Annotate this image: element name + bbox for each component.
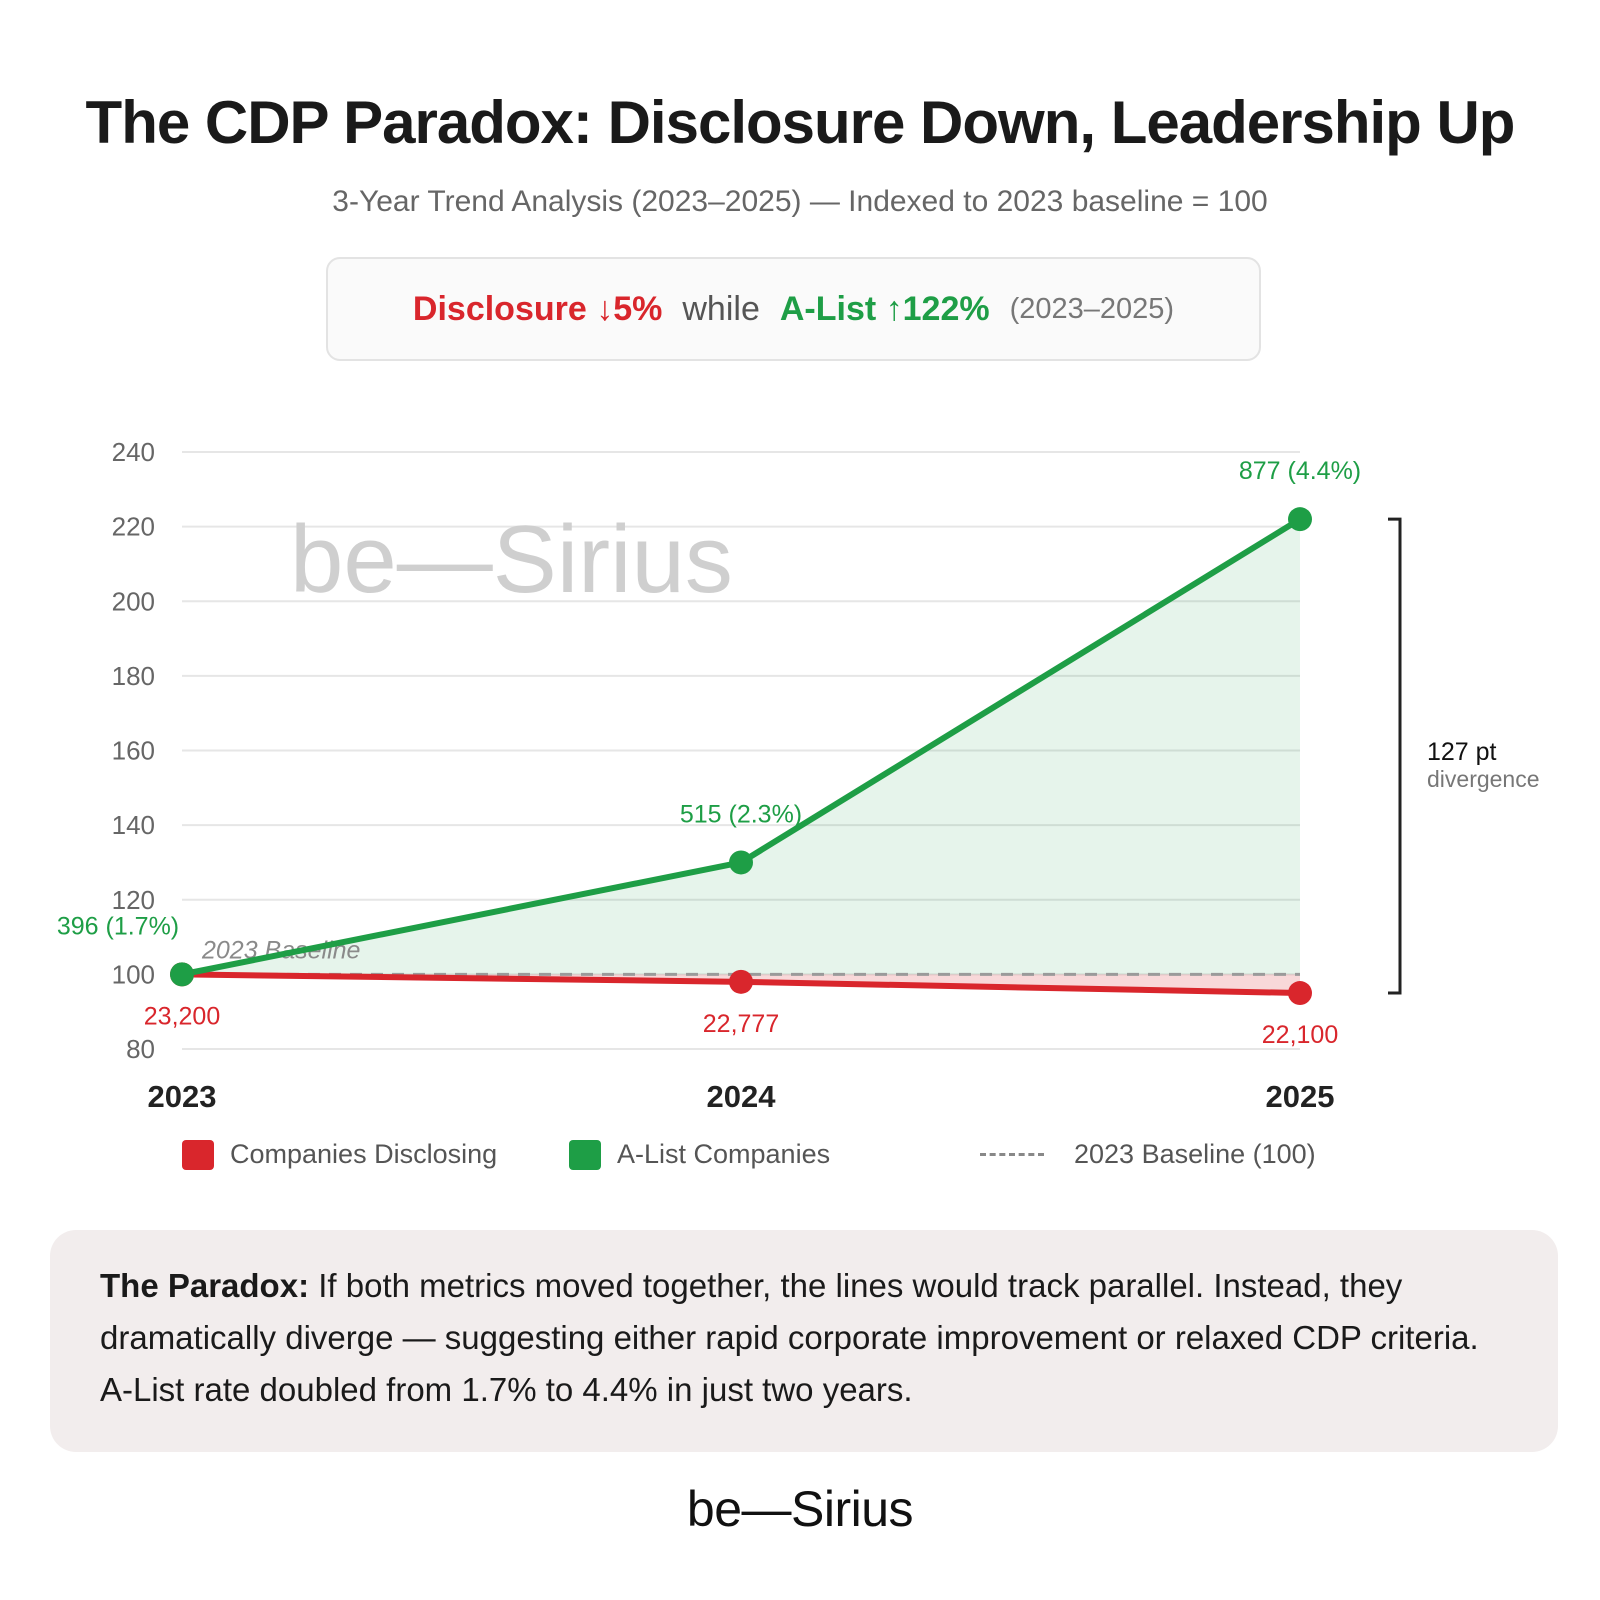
paradox-callout: The Paradox: If both metrics moved toget… [50,1230,1558,1452]
y-tick-label: 200 [112,586,155,616]
x-axis-ticks: 2023 2024 2025 [148,1079,1335,1114]
y-tick-label: 140 [112,810,155,840]
disclosing-data-label: 22,100 [1262,1021,1338,1049]
legend-item-disclosing: Companies Disclosing [182,1139,497,1170]
legend-swatch-dashed [980,1153,1044,1156]
alist-point [1288,507,1312,532]
summary-alist: A-List ↑122% [779,289,990,328]
y-axis-ticks: 80 100 120 140 160 180 200 220 240 [112,437,155,1064]
alist-area [182,519,1300,975]
x-tick-label: 2025 [1266,1079,1335,1114]
y-tick-label: 120 [112,885,155,915]
y-tick-label: 80 [126,1034,155,1064]
alist-data-label: 396 (1.7%) [57,912,179,940]
legend-label: 2023 Baseline (100) [1074,1139,1316,1169]
x-tick-label: 2023 [148,1079,217,1114]
legend-label: A-List Companies [617,1139,831,1169]
y-tick-label: 240 [112,437,155,467]
summary-box: Disclosure ↓5% while A-List ↑122% (2023–… [326,257,1261,361]
chart-subtitle: 3-Year Trend Analysis (2023–2025) — Inde… [332,185,1268,218]
series-areas [182,519,1300,994]
legend-item-baseline: 2023 Baseline (100) [980,1139,1316,1170]
series-points [170,507,1312,1006]
legend-swatch-red [182,1139,214,1170]
legend-swatch-green [569,1139,601,1170]
alist-point [729,850,753,875]
watermark-logo: be—Sirius [290,506,733,613]
disclosing-point [1288,981,1312,1006]
paradox-body: If both metrics moved together, the line… [100,1267,1479,1408]
x-tick-label: 2024 [707,1079,777,1114]
divergence-text: divergence [1427,766,1540,792]
summary-connector: while [682,289,760,328]
y-tick-label: 220 [112,512,155,542]
summary-disclosure: Disclosure ↓5% [412,289,663,328]
legend-label: Companies Disclosing [230,1139,498,1169]
footer-logo: be—Sirius [686,1481,914,1537]
legend-item-alist: A-List Companies [569,1139,830,1170]
paradox-heading: The Paradox: [100,1267,310,1304]
y-tick-label: 100 [112,959,155,989]
disclosing-data-label: 22,777 [703,1010,779,1038]
disclosing-point [729,969,753,994]
divergence-value: 127 pt [1427,738,1497,766]
disclosing-area [182,974,1300,994]
y-tick-label: 160 [112,736,155,766]
alist-point [170,962,194,987]
y-tick-label: 180 [112,661,155,691]
alist-data-label: 877 (4.4%) [1239,457,1361,485]
data-labels: 396 (1.7%) 515 (2.3%) 877 (4.4%) 23,200 22,7… [57,457,1361,1049]
grid-lines [182,451,1300,1050]
summary-years: (2023–2025) [1009,292,1175,325]
line-chart: be—Sirius 2023 Baseline 396 (1.7%)515 (2… [57,437,1540,1114]
chart-title: The CDP Paradox: Disclosure Down, Leader… [85,89,1516,156]
alist-data-label: 515 (2.3%) [680,800,802,828]
disclosing-data-label: 23,200 [144,1002,220,1030]
divergence-bracket [1388,517,1402,995]
